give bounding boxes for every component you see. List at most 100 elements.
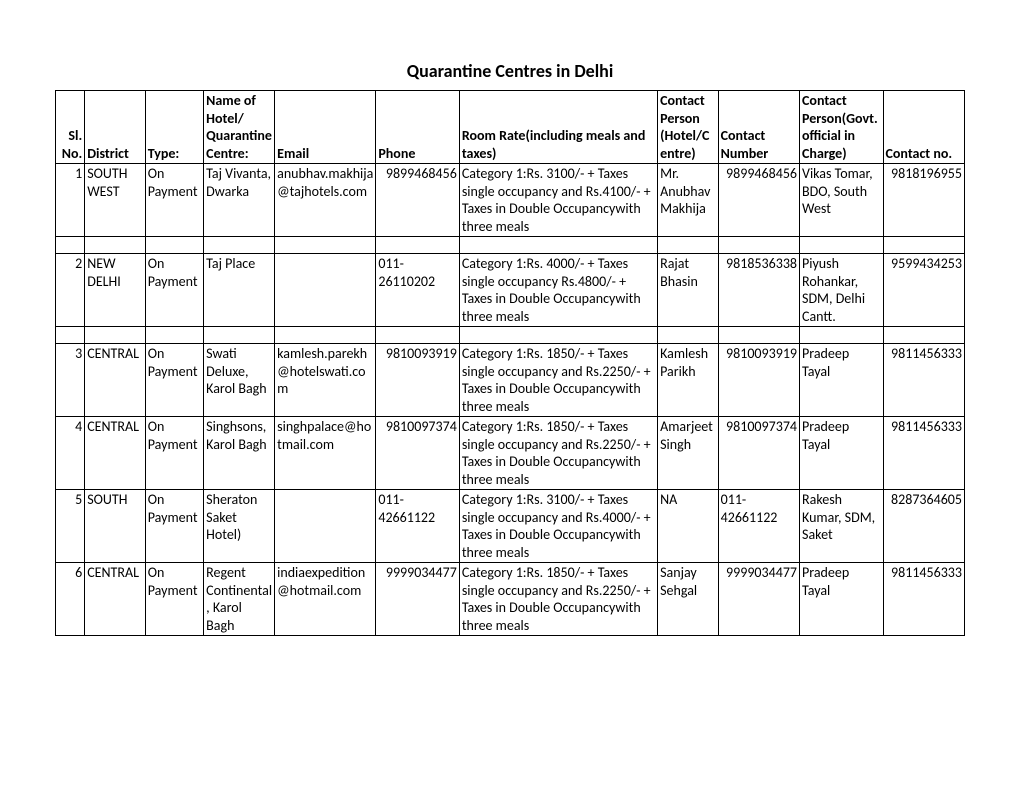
col-email: Email	[275, 91, 376, 164]
cell-district: NEW DELHI	[85, 254, 146, 327]
table-row-spacer	[56, 327, 965, 344]
cell-contact-number: 9999034477	[718, 563, 799, 636]
table-row: 4CENTRALOn PaymentSinghsons, Karol Baghs…	[56, 417, 965, 490]
cell-contact-person: Kamlesh Parikh	[658, 344, 719, 417]
cell-govt-official: Pradeep Tayal	[800, 417, 883, 490]
cell-contact-person: Amarjeet Singh	[658, 417, 719, 490]
cell-phone: 9999034477	[376, 563, 459, 636]
cell-district: CENTRAL	[85, 563, 146, 636]
col-govt-official: Contact Person(Govt. official in Charge)	[800, 91, 883, 164]
cell-contact-person: Mr. Anubhav Makhija	[658, 164, 719, 237]
cell-phone: 9899468456	[376, 164, 459, 237]
cell-email	[275, 254, 376, 327]
cell-govt-official: Pradeep Tayal	[800, 344, 883, 417]
cell-type: On Payment	[145, 254, 203, 327]
cell-sl-no: 1	[56, 164, 85, 237]
cell-name: Sheraton Saket Hotel)	[204, 490, 275, 563]
cell-district: CENTRAL	[85, 417, 146, 490]
spacer-cell	[800, 237, 883, 254]
spacer-cell	[376, 327, 459, 344]
cell-contact-number: 9810097374	[718, 417, 799, 490]
table-row: 6CENTRALOn PaymentRegent Continental, Ka…	[56, 563, 965, 636]
cell-name: Regent Continental, Karol Bagh	[204, 563, 275, 636]
spacer-cell	[658, 327, 719, 344]
cell-contact-no2: 9599434253	[883, 254, 965, 327]
spacer-cell	[883, 327, 965, 344]
cell-contact-number: 011-42661122	[718, 490, 799, 563]
spacer-cell	[145, 327, 203, 344]
cell-sl-no: 2	[56, 254, 85, 327]
spacer-cell	[658, 237, 719, 254]
col-type: Type:	[145, 91, 203, 164]
spacer-cell	[883, 237, 965, 254]
quarantine-table: Sl. No. District Type: Name of Hotel/ Qu…	[55, 90, 965, 636]
col-contact-number: Contact Number	[718, 91, 799, 164]
cell-district: SOUTH	[85, 490, 146, 563]
cell-rate: Category 1:Rs. 4000/- + Taxes single occ…	[459, 254, 657, 327]
cell-contact-number: 9899468456	[718, 164, 799, 237]
cell-sl-no: 3	[56, 344, 85, 417]
cell-contact-person: Sanjay Sehgal	[658, 563, 719, 636]
spacer-cell	[275, 237, 376, 254]
cell-govt-official: Vikas Tomar, BDO, South West	[800, 164, 883, 237]
cell-type: On Payment	[145, 563, 203, 636]
cell-email: indiaexpedition@hotmail.com	[275, 563, 376, 636]
cell-name: Swati Deluxe, Karol Bagh	[204, 344, 275, 417]
spacer-cell	[204, 237, 275, 254]
cell-phone: 011-42661122	[376, 490, 459, 563]
cell-contact-person: Rajat Bhasin	[658, 254, 719, 327]
cell-rate: Category 1:Rs. 1850/- + Taxes single occ…	[459, 417, 657, 490]
cell-type: On Payment	[145, 344, 203, 417]
spacer-cell	[145, 237, 203, 254]
spacer-cell	[459, 237, 657, 254]
page-title: Quarantine Centres in Delhi	[55, 60, 965, 82]
col-rate: Room Rate(including meals and taxes)	[459, 91, 657, 164]
cell-contact-no2: 9818196955	[883, 164, 965, 237]
spacer-cell	[85, 327, 146, 344]
cell-contact-no2: 9811456333	[883, 344, 965, 417]
cell-contact-no2: 9811456333	[883, 417, 965, 490]
cell-contact-person: NA	[658, 490, 719, 563]
cell-district: SOUTH WEST	[85, 164, 146, 237]
cell-rate: Category 1:Rs. 1850/- + Taxes single occ…	[459, 563, 657, 636]
cell-contact-number: 9818536338	[718, 254, 799, 327]
cell-phone: 011-26110202	[376, 254, 459, 327]
spacer-cell	[204, 327, 275, 344]
spacer-cell	[56, 237, 85, 254]
col-sl-no: Sl. No.	[56, 91, 85, 164]
col-phone: Phone	[376, 91, 459, 164]
cell-contact-no2: 9811456333	[883, 563, 965, 636]
spacer-cell	[275, 327, 376, 344]
col-contact-person: Contact Person (Hotel/Centre)	[658, 91, 719, 164]
spacer-cell	[718, 237, 799, 254]
cell-type: On Payment	[145, 164, 203, 237]
cell-contact-no2: 8287364605	[883, 490, 965, 563]
cell-rate: Category 1:Rs. 3100/- + Taxes single occ…	[459, 490, 657, 563]
cell-name: Taj Vivanta, Dwarka	[204, 164, 275, 237]
spacer-cell	[376, 237, 459, 254]
cell-name: Taj Place	[204, 254, 275, 327]
cell-contact-number: 9810093919	[718, 344, 799, 417]
table-header-row: Sl. No. District Type: Name of Hotel/ Qu…	[56, 91, 965, 164]
table-row: 3CENTRALOn PaymentSwati Deluxe, Karol Ba…	[56, 344, 965, 417]
col-contact-no2: Contact no.	[883, 91, 965, 164]
cell-email: anubhav.makhija@tajhotels.com	[275, 164, 376, 237]
cell-phone: 9810093919	[376, 344, 459, 417]
cell-govt-official: Piyush Rohankar, SDM, Delhi Cantt.	[800, 254, 883, 327]
cell-district: CENTRAL	[85, 344, 146, 417]
cell-sl-no: 6	[56, 563, 85, 636]
cell-govt-official: Pradeep Tayal	[800, 563, 883, 636]
cell-sl-no: 4	[56, 417, 85, 490]
table-row: 5SOUTHOn PaymentSheraton Saket Hotel) 011…	[56, 490, 965, 563]
cell-type: On Payment	[145, 417, 203, 490]
table-row: 2NEW DELHIOn PaymentTaj Place 011-2611020…	[56, 254, 965, 327]
cell-sl-no: 5	[56, 490, 85, 563]
cell-type: On Payment	[145, 490, 203, 563]
cell-rate: Category 1:Rs. 3100/- + Taxes single occ…	[459, 164, 657, 237]
spacer-cell	[85, 237, 146, 254]
cell-govt-official: Rakesh Kumar, SDM, Saket	[800, 490, 883, 563]
cell-email: singhpalace@hotmail.com	[275, 417, 376, 490]
table-row-spacer	[56, 237, 965, 254]
spacer-cell	[800, 327, 883, 344]
cell-phone: 9810097374	[376, 417, 459, 490]
